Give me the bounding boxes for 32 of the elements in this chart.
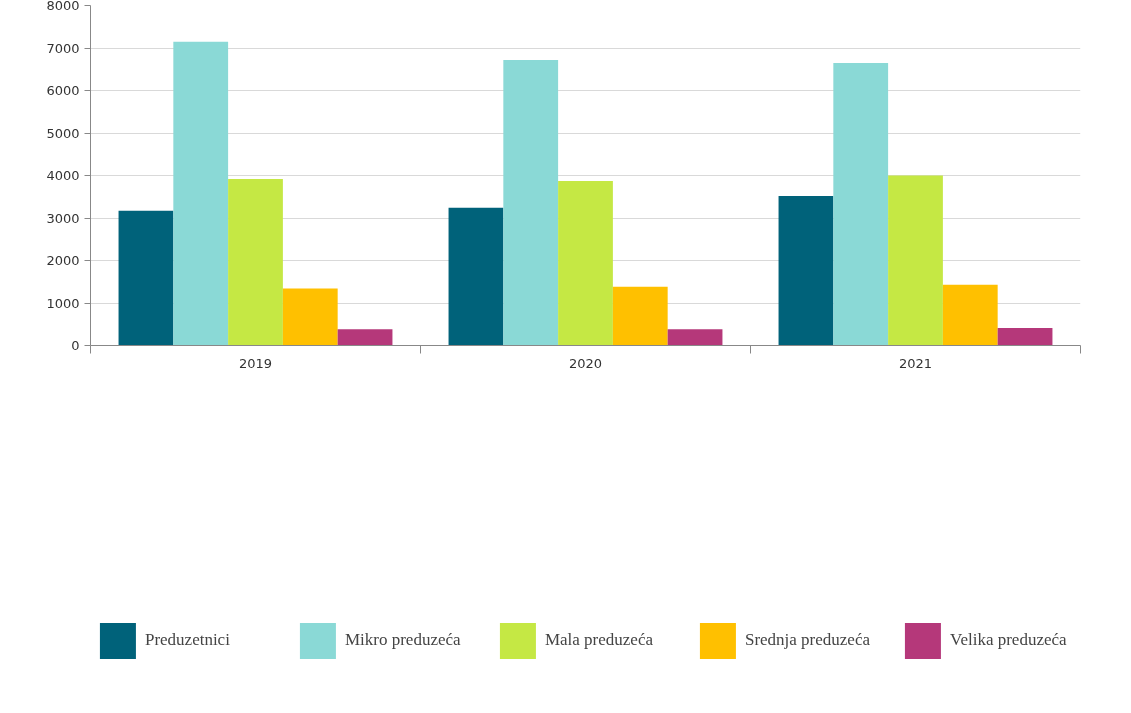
legend-label: Mikro preduzeća <box>344 629 462 651</box>
y-tick-label: 5000 <box>46 125 80 141</box>
y-tick-label: 2000 <box>46 253 80 268</box>
bar <box>337 329 393 346</box>
bar <box>118 210 174 346</box>
legend-label: Velika preduzeća <box>950 629 1068 651</box>
x-tick-label: 2020 <box>568 355 603 371</box>
bar <box>888 175 943 346</box>
bar <box>282 288 338 346</box>
legend-label: Srednja preduzeća <box>744 629 870 651</box>
bar <box>667 329 723 346</box>
y-tick-label: 0 <box>71 338 80 353</box>
y-tick-label: 8000 <box>46 0 80 13</box>
bar <box>778 195 834 346</box>
bar <box>228 178 283 346</box>
bar <box>942 284 998 346</box>
bar <box>558 181 613 346</box>
bar <box>448 207 504 346</box>
x-tick-label: 2019 <box>238 355 273 371</box>
y-tick-label: 4000 <box>46 168 80 183</box>
legend-label: Mala preduzeća <box>544 629 654 651</box>
bar <box>997 328 1053 346</box>
x-tick-label: 2021 <box>898 355 933 371</box>
y-tick-label: 3000 <box>46 210 80 226</box>
y-tick-label: 7000 <box>46 40 80 56</box>
y-tick-label: 6000 <box>46 83 80 98</box>
bar <box>503 59 559 346</box>
bar <box>173 41 229 346</box>
bar <box>612 286 668 346</box>
y-tick-label: 1000 <box>46 295 80 311</box>
legend-label: Preduzetnici <box>144 629 231 651</box>
bar <box>833 62 889 346</box>
